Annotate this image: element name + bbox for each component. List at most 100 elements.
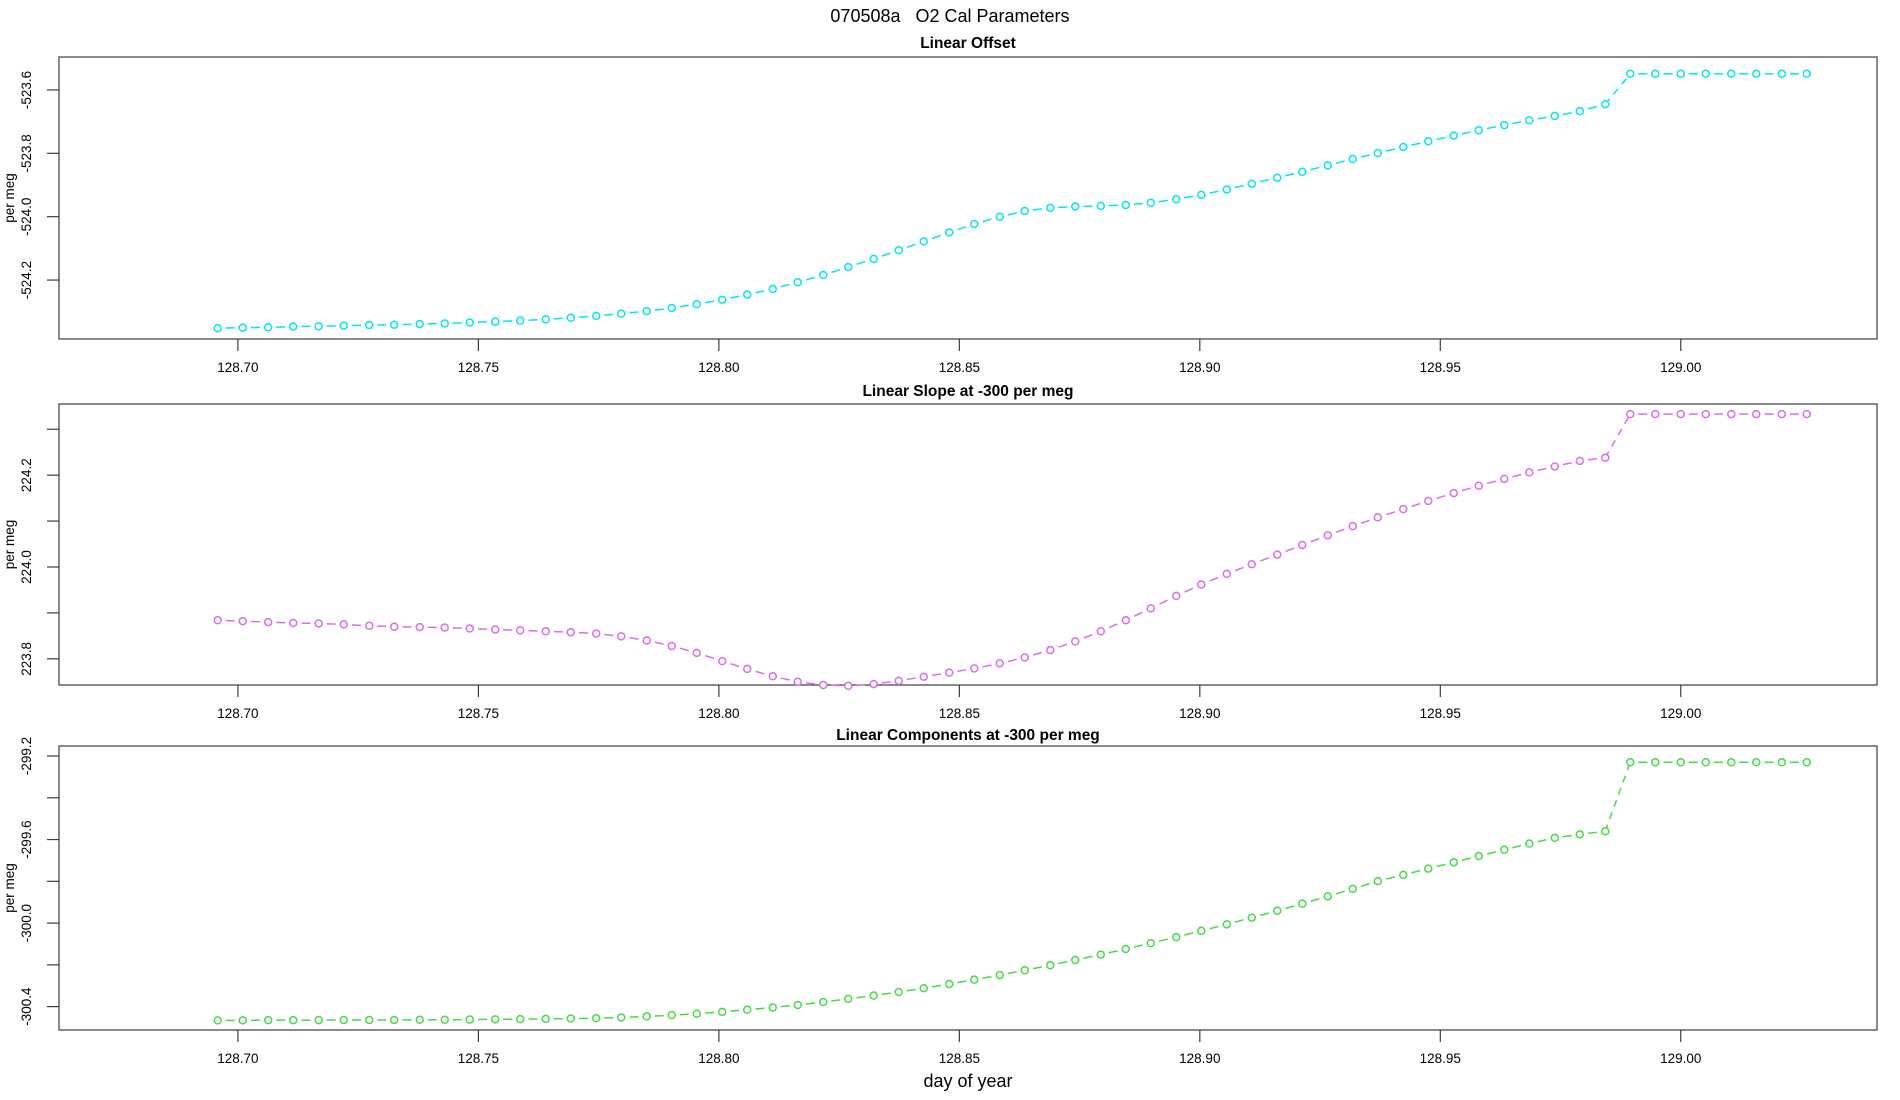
data-point [1298,899,1307,908]
panel-3-title: Linear Components at -300 per meg [836,727,1100,744]
data-point [995,970,1004,980]
series-dash-segment [1285,172,1295,177]
data-point [541,1014,550,1024]
data-point [1575,106,1585,116]
data-point [616,632,626,641]
series-dash-segment [1108,623,1118,629]
data-point [1273,550,1282,559]
data-point [566,627,575,637]
series-dash-segment [1032,208,1043,211]
data-point [894,987,903,997]
data-point [1045,203,1055,213]
y-tick-label: -299.2 [19,737,34,775]
x-tick-label: 128.70 [217,1051,258,1066]
data-point [1424,496,1433,506]
series-dash-segment [780,677,790,681]
data-point [1247,913,1257,922]
series-dash-segment [805,682,816,685]
series-dash-segment [730,295,740,299]
data-point [970,975,979,984]
x-tick-label: 128.85 [939,706,980,721]
data-point [1626,758,1635,767]
y-tick-label: -299.6 [19,820,34,858]
series-dash-segment [679,1013,689,1016]
data-point [1373,876,1383,886]
series-jump-segment [1604,762,1631,832]
data-point [642,1012,651,1021]
series-dash-segment [1184,587,1194,593]
data-point [1071,637,1080,646]
data-point [1172,932,1181,942]
data-point [1525,116,1534,125]
series-dash-segment [957,980,967,984]
data-point [566,313,575,323]
series-dash-segment [1562,834,1572,838]
data-point [389,320,399,329]
data-point [818,270,828,280]
data-point [440,319,449,328]
series-dash-segment [1486,126,1497,130]
panel-1-box [58,56,1878,340]
series-dash-segment [932,234,941,240]
panel-2-box [58,403,1878,686]
data-point [213,1016,222,1025]
y-tick-label: -524.2 [19,261,34,299]
data-point [1096,950,1105,959]
data-point [1626,409,1635,419]
data-point [591,311,601,321]
data-point [717,1007,727,1017]
series-dash-segment [906,677,916,681]
series-dash-segment [1310,898,1320,902]
data-point [843,262,853,272]
series-dash-segment [1133,611,1143,617]
series-dash-segment [982,218,992,223]
data-point [793,278,802,287]
data-point [364,1015,374,1025]
data-point [1701,758,1711,767]
x-tick-label: 129.00 [1660,360,1701,375]
data-point [667,1010,676,1020]
series-dash-segment [1260,557,1269,562]
series-dash-segment [1083,955,1093,960]
data-point [490,625,500,634]
data-point [1045,645,1055,655]
data-point [314,619,323,628]
data-point [995,212,1004,221]
data-point [389,622,399,631]
series-dash-segment [1385,876,1396,880]
data-point [1449,488,1459,498]
panel-1-title: Linear Offset [920,35,1016,52]
data-point [616,309,626,318]
x-tick-label: 128.95 [1420,360,1461,375]
x-tick-label: 128.80 [698,706,739,721]
data-point [1222,569,1232,579]
data-point [1525,839,1534,848]
series-dash-segment [1436,136,1446,141]
data-point [1020,966,1030,975]
data-point [415,319,424,329]
data-point [490,317,500,326]
data-point [1348,521,1358,531]
series-dash-segment [1335,890,1345,895]
x-tick-label: 128.70 [217,360,258,375]
data-point [1424,137,1433,146]
series-dash-segment [654,641,664,645]
series-dash-segment [1209,925,1219,930]
data-point [818,680,828,690]
series-dash-segment [1411,869,1421,874]
series-dash-segment [856,683,866,687]
data-point [1727,409,1736,419]
data-point [1752,409,1761,419]
series-dash-segment [679,304,689,308]
data-point [364,621,374,631]
data-point [415,622,424,632]
series-dash-segment [982,664,992,668]
data-point [1121,944,1131,954]
series-dash-segment [931,984,942,988]
data-point [1601,99,1610,109]
data-point [591,629,601,638]
data-point [1222,185,1232,194]
data-point [238,323,247,332]
data-point [288,322,298,331]
